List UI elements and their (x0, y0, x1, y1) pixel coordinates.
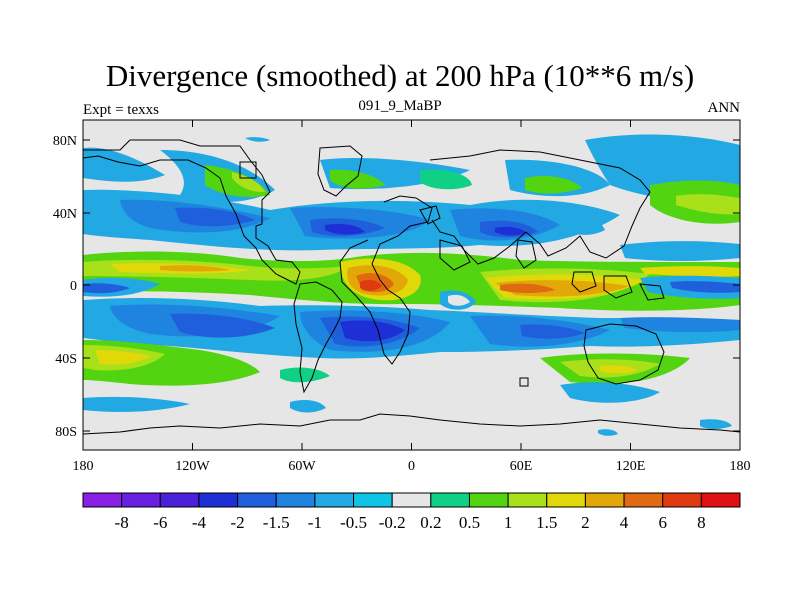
colorbar-swatch (198, 492, 239, 508)
colorbar-swatch (700, 492, 741, 508)
y-tick-label-0: 0 (70, 279, 77, 294)
colorbar-label: -1 (308, 513, 322, 532)
colorbar-labels: -8 -6 -4 -2 -1.5 -1 -0.5 -0.2 0.2 0.5 1 1.5 2 4 6 8 (115, 513, 706, 532)
colorbar-label: -2 (231, 513, 245, 532)
x-tick-marks (82, 120, 741, 450)
colorbar-swatch (159, 492, 200, 508)
season-label: ANN (707, 100, 741, 116)
colorbar-label: -8 (115, 513, 129, 532)
colorbar-swatch (391, 492, 432, 508)
colorbar-swatch (468, 492, 509, 508)
coastline-outlines (83, 139, 740, 435)
colorbar-swatch (623, 492, 664, 508)
colorbar-label: 2 (581, 513, 590, 532)
colorbar-swatch (430, 492, 470, 508)
x-tick-labels: 180 120W 60W 0 60E 120E 180 (73, 459, 751, 474)
y-tick-label-40s: 40S (55, 352, 77, 367)
colorbar-label: 8 (697, 513, 706, 532)
colorbar-label: -6 (153, 513, 167, 532)
colorbar-swatch (662, 492, 702, 508)
colorbar-swatch (314, 492, 355, 508)
x-tick-label-60w: 60W (288, 459, 316, 474)
run-label: 091_9_MaBP (358, 98, 442, 114)
colorbar-label: 4 (620, 513, 629, 532)
y-tick-label-40n: 40N (53, 207, 77, 222)
x-tick-label-120w: 120W (175, 459, 210, 474)
map-title: Divergence (smoothed) at 200 hPa (10**6 … (105, 58, 695, 93)
x-tick-label-0: 0 (408, 459, 415, 474)
y-tick-label-80n: 80N (53, 134, 77, 149)
colorbar-label: -1.5 (263, 513, 290, 532)
colorbar-label: -0.2 (379, 513, 406, 532)
y-tick-labels: 80N 40N 0 40S 80S (53, 134, 77, 440)
colorbar-swatch (584, 492, 625, 508)
colorbar-label: -0.5 (340, 513, 367, 532)
colorbar-swatch (121, 492, 161, 508)
x-tick-label-180e: 180 (730, 459, 751, 474)
colorbar-swatch (82, 492, 123, 508)
colorbar-swatch (275, 492, 316, 508)
colorbar-swatch (353, 492, 393, 508)
x-tick-label-60e: 60E (510, 459, 533, 474)
colorbar-label: 1.5 (536, 513, 557, 532)
colorbar-label: 1 (504, 513, 513, 532)
x-tick-label-180w: 180 (73, 459, 94, 474)
experiment-label: Expt = texxs (83, 102, 159, 118)
colorbar-swatch (237, 492, 277, 508)
colorbar-label: -4 (192, 513, 207, 532)
colorbar-label: 0.2 (420, 513, 441, 532)
y-tick-label-80s: 80S (55, 425, 77, 440)
colorbar (82, 492, 741, 508)
colorbar-label: 0.5 (459, 513, 480, 532)
colorbar-label: 6 (658, 513, 667, 532)
colorbar-swatch (546, 492, 586, 508)
x-tick-label-120e: 120E (616, 459, 646, 474)
y-tick-marks (83, 139, 740, 432)
colorbar-swatch (507, 492, 548, 508)
